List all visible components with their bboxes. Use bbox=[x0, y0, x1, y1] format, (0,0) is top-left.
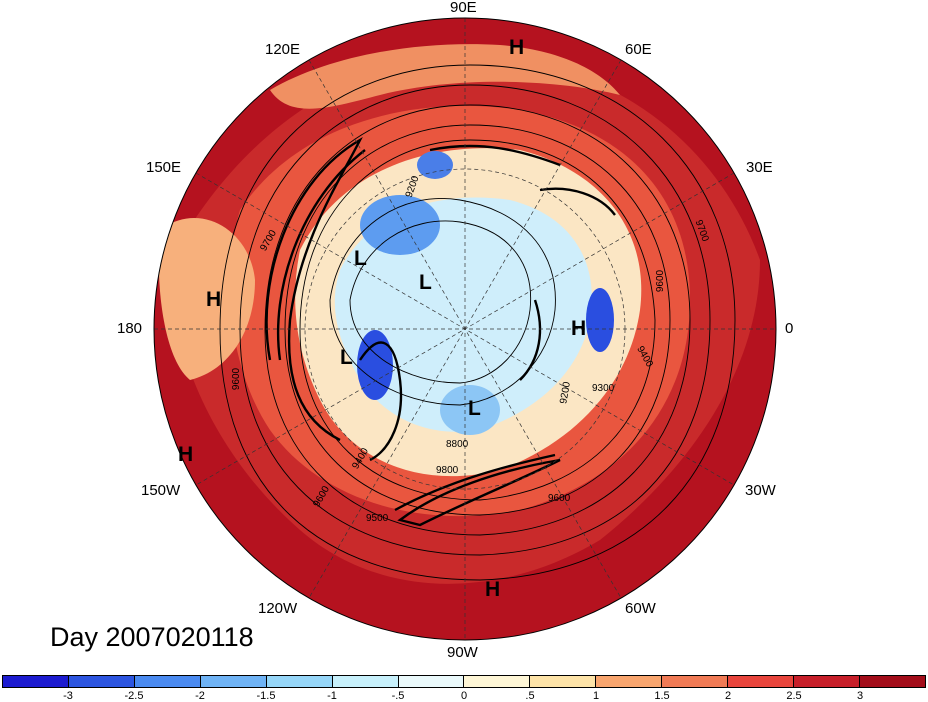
high-pressure-marker: H bbox=[509, 36, 525, 59]
colorbar-tick-label: 1.5 bbox=[654, 690, 670, 702]
colorbar-swatch bbox=[200, 676, 267, 687]
low-pressure-marker: L bbox=[354, 247, 367, 270]
colorbar-tick-label: 0 bbox=[460, 690, 468, 702]
cold-pool-5 bbox=[417, 151, 453, 179]
low-pressure-marker: L bbox=[340, 346, 353, 369]
lon-label-30e: 30E bbox=[746, 159, 773, 176]
geopotential-contours bbox=[219, 64, 736, 581]
contour-label: 9600 bbox=[655, 269, 667, 293]
colorbar-tick-label: -3 bbox=[63, 690, 73, 702]
cold-pool-1 bbox=[360, 195, 440, 255]
graticule bbox=[154, 18, 776, 640]
colorbar-swatch bbox=[596, 676, 663, 687]
colorbar-swatch bbox=[398, 676, 465, 687]
contour-label: 9300 bbox=[592, 383, 615, 394]
high-pressure-marker: H bbox=[571, 317, 587, 340]
colorbar-swatch bbox=[464, 676, 531, 687]
pale-patch-arc bbox=[270, 44, 620, 109]
colorbar-swatch bbox=[266, 676, 333, 687]
lon-label-120e: 120E bbox=[265, 41, 301, 58]
colorbar-tick-label: .5 bbox=[525, 690, 535, 702]
colorbar-tick-label: -2 bbox=[195, 690, 205, 702]
colorbar-swatch bbox=[728, 676, 795, 687]
cold-pool-3 bbox=[586, 288, 614, 352]
high-pressure-marker: H bbox=[485, 578, 501, 601]
lon-label-0: 0 bbox=[785, 320, 794, 337]
colorbar-tick-label: 2 bbox=[724, 690, 732, 702]
contour-label: 9800 bbox=[436, 465, 459, 476]
lon-label-150w: 150W bbox=[141, 482, 181, 499]
colorbar-swatch bbox=[332, 676, 399, 687]
lon-label-60e: 60E bbox=[625, 41, 652, 58]
colorbar-tick-label: -1.5 bbox=[256, 690, 276, 702]
cold-pool-4 bbox=[440, 385, 500, 435]
map-disk bbox=[154, 18, 776, 640]
colorbar-tick-label: -1 bbox=[327, 690, 337, 702]
lon-label-150e: 150E bbox=[146, 159, 182, 176]
colorbar-tick-label: -2.5 bbox=[124, 690, 144, 702]
colorbar-tick-label: 2.5 bbox=[786, 690, 802, 702]
map-title: Day 2007020118 bbox=[50, 622, 254, 652]
high-pressure-marker: H bbox=[178, 443, 194, 466]
pale-patch-pacific bbox=[158, 218, 255, 380]
colorbar-swatch bbox=[3, 676, 69, 687]
lon-label-120w: 120W bbox=[258, 600, 298, 617]
colorbar-tick-label: 3 bbox=[856, 690, 864, 702]
lon-label-30w: 30W bbox=[745, 482, 776, 499]
colorbar-swatch bbox=[134, 676, 201, 687]
colorbar-swatch bbox=[794, 676, 860, 687]
lon-label-180: 180 bbox=[117, 320, 143, 337]
cold-pool-2 bbox=[357, 330, 393, 400]
high-pressure-marker: H bbox=[206, 288, 222, 311]
lon-label-90e: 90E bbox=[450, 0, 477, 16]
colorbar-swatch bbox=[530, 676, 597, 687]
colorbar-swatch bbox=[859, 676, 925, 687]
low-pressure-marker: L bbox=[419, 271, 432, 294]
lon-label-60w: 60W bbox=[625, 600, 656, 617]
contour-label: 9600 bbox=[231, 367, 243, 391]
colorbar-tick-label: -.5 bbox=[391, 690, 405, 702]
colorbar-tick-label: 1 bbox=[592, 690, 600, 702]
colorbar-ticks: -3 -2.5 -2 -1.5 -1 -.5 0 .5 1 1.5 2 2.5 3 bbox=[0, 690, 928, 702]
contour-label: 9600 bbox=[548, 493, 571, 504]
contour-label: 9500 bbox=[366, 513, 389, 524]
jet-contours bbox=[265, 136, 616, 527]
lon-label-90w: 90W bbox=[447, 644, 478, 661]
contour-label: 8800 bbox=[446, 439, 469, 450]
colorbar-swatch bbox=[68, 676, 135, 687]
low-pressure-marker: L bbox=[468, 397, 481, 420]
map-boundary bbox=[153, 17, 777, 641]
colorbar-swatch bbox=[662, 676, 729, 687]
colorbar bbox=[2, 675, 926, 688]
